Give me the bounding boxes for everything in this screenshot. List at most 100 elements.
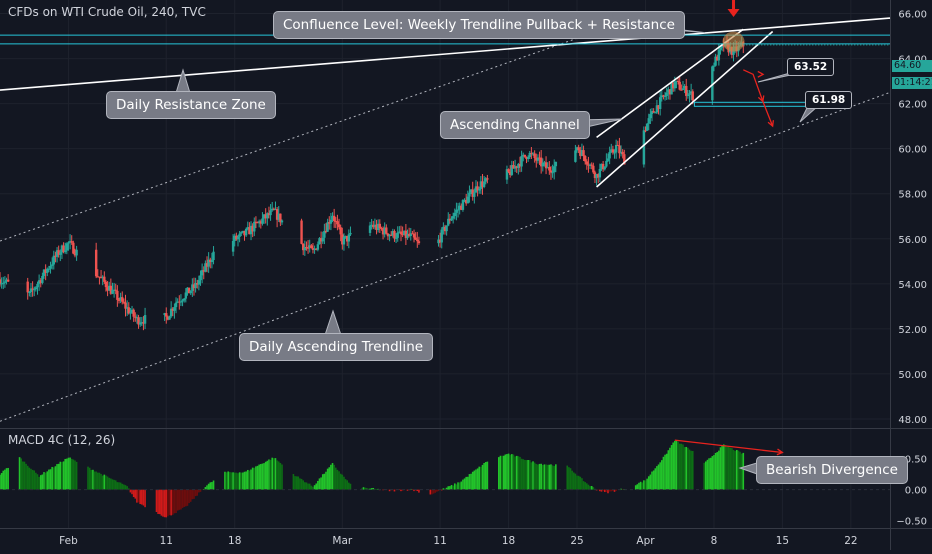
candle	[168, 316, 171, 320]
candle	[70, 241, 73, 243]
candle	[469, 189, 473, 193]
candle	[597, 174, 600, 178]
candle	[243, 230, 246, 236]
candle	[536, 157, 540, 161]
candle	[393, 231, 396, 239]
candle	[6, 279, 10, 282]
candle	[57, 250, 60, 255]
candle	[647, 118, 650, 124]
candle	[236, 236, 240, 240]
candle	[134, 316, 137, 318]
candle	[585, 161, 589, 165]
candle	[530, 152, 533, 154]
candle	[279, 213, 282, 223]
candle	[262, 214, 266, 219]
candle	[714, 56, 717, 66]
candle	[583, 156, 587, 162]
candle	[437, 239, 440, 244]
candle	[244, 228, 248, 236]
candle	[199, 275, 202, 281]
candle	[675, 80, 678, 82]
candle	[505, 169, 509, 180]
candle	[341, 234, 344, 245]
candle	[303, 246, 307, 251]
candle	[574, 150, 577, 162]
candle	[108, 285, 111, 291]
candle	[324, 230, 328, 232]
candle	[130, 309, 134, 313]
candle	[650, 111, 654, 115]
candle	[518, 163, 522, 167]
candle	[544, 162, 548, 169]
x-tick-label: 11	[160, 535, 173, 547]
candle	[716, 56, 719, 61]
candle	[135, 317, 139, 319]
resistance-zone-callout[interactable]: Daily Resistance Zone	[106, 91, 276, 119]
divergence-line	[674, 439, 783, 454]
candle	[31, 288, 34, 290]
candle	[176, 301, 179, 303]
candle	[670, 82, 673, 95]
x-tick-label: Feb	[59, 535, 78, 547]
candle	[471, 189, 474, 197]
candle	[163, 313, 166, 316]
candle	[645, 123, 649, 131]
candle	[204, 263, 207, 272]
candle	[251, 225, 254, 232]
candle	[207, 259, 210, 267]
x-tick-label: Apr	[636, 535, 655, 547]
candle	[394, 237, 398, 239]
candle	[481, 181, 484, 187]
candle	[323, 230, 326, 238]
candle	[0, 279, 2, 285]
candle	[507, 169, 510, 172]
candle	[554, 161, 558, 167]
candle	[678, 81, 681, 90]
candle	[689, 91, 693, 94]
candle	[453, 212, 456, 217]
candle	[349, 232, 352, 235]
candle	[517, 163, 520, 168]
candle	[119, 297, 122, 301]
y-tick-label: 66.00	[898, 10, 927, 21]
candle	[445, 225, 448, 232]
candle	[305, 246, 308, 248]
candle	[370, 224, 373, 226]
candle	[672, 82, 675, 89]
candle	[372, 224, 375, 228]
confluence-callout[interactable]: Confluence Level: Weekly Trendline Pullb…	[273, 11, 685, 39]
candle	[308, 245, 311, 248]
candle	[476, 186, 479, 191]
candle	[33, 289, 36, 291]
candle	[75, 249, 78, 256]
candle	[67, 242, 70, 244]
candle	[261, 218, 264, 224]
candle	[657, 105, 660, 110]
candle	[667, 89, 670, 93]
candle	[315, 248, 318, 250]
candle	[600, 163, 603, 169]
candle	[404, 230, 408, 238]
candle	[644, 130, 647, 132]
candle	[200, 270, 204, 276]
x-tick-label: 8	[711, 535, 718, 547]
candle	[143, 315, 147, 324]
candle	[238, 233, 241, 237]
candle	[326, 222, 329, 232]
candle	[474, 186, 478, 193]
candle	[181, 300, 184, 302]
candle	[391, 231, 395, 236]
candle	[249, 225, 253, 235]
candle	[122, 301, 126, 303]
bearish-divergence-callout[interactable]: Bearish Divergence	[756, 456, 908, 484]
candle	[478, 188, 481, 191]
ascending-trendline-callout[interactable]: Daily Ascending Trendline	[239, 333, 434, 361]
candle	[381, 229, 385, 235]
candle	[468, 192, 471, 197]
candle	[191, 284, 194, 291]
candle	[712, 65, 716, 67]
candle	[662, 95, 665, 97]
ascending-channel-callout[interactable]: Ascending Channel	[440, 111, 590, 139]
candle	[711, 66, 714, 101]
candle	[551, 172, 554, 174]
